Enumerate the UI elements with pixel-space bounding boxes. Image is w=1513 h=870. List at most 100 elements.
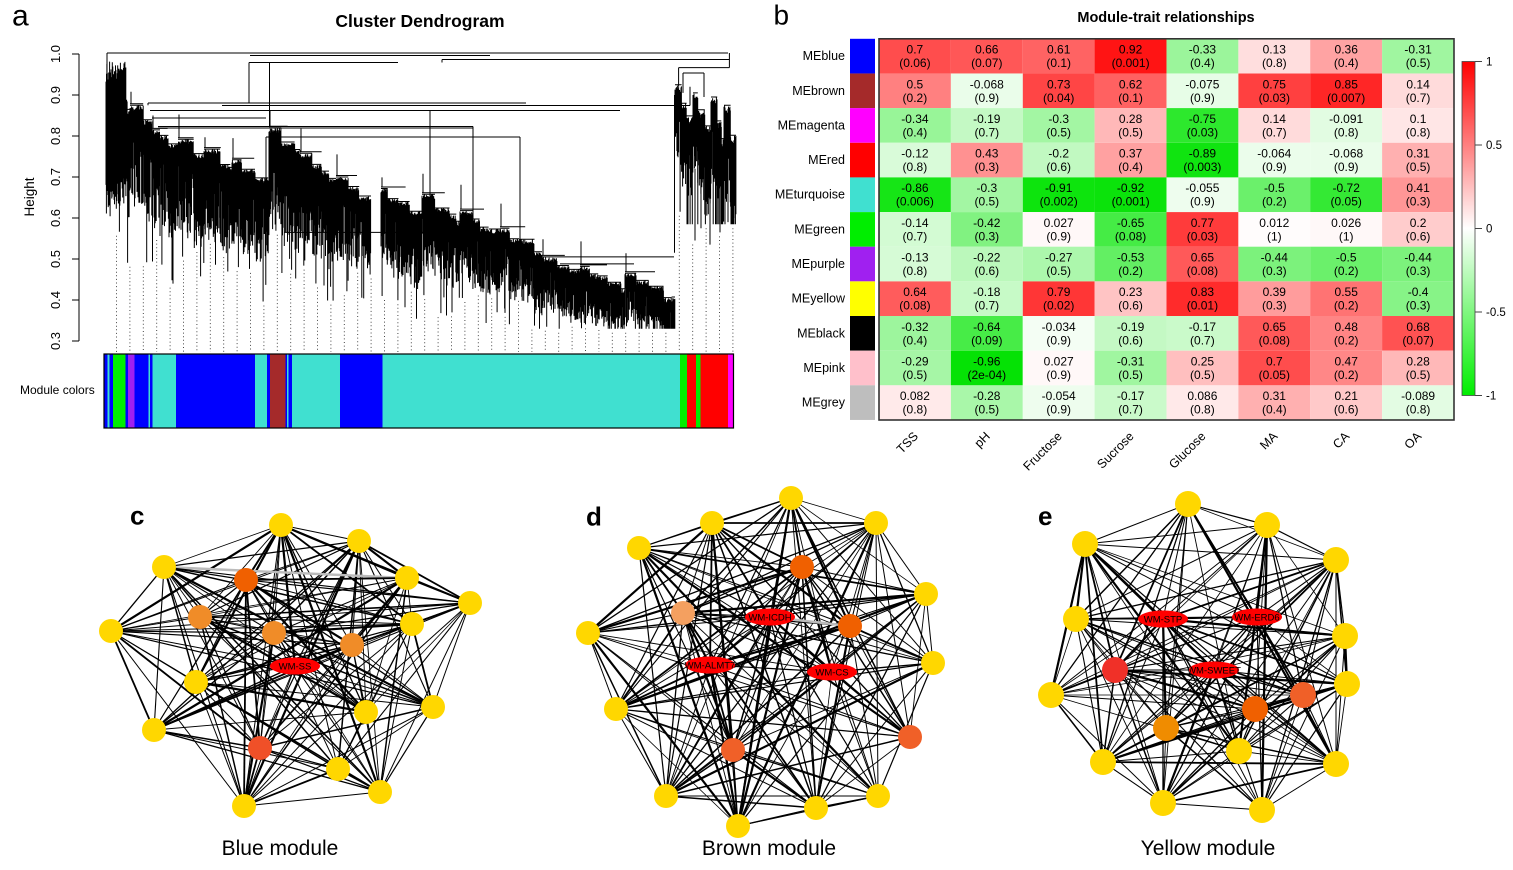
svg-text:MEpurple: MEpurple [792, 257, 846, 271]
svg-text:MEred: MEred [808, 153, 845, 167]
svg-text:(0.6): (0.6) [1406, 229, 1431, 243]
svg-text:(0.003): (0.003) [1183, 160, 1221, 174]
svg-text:(0.007): (0.007) [1327, 91, 1365, 105]
svg-text:(0.7): (0.7) [1118, 403, 1143, 417]
svg-text:-0.055: -0.055 [1185, 181, 1219, 195]
svg-text:(1): (1) [1267, 229, 1282, 243]
svg-text:0.83: 0.83 [1191, 285, 1215, 299]
svg-text:(0.04): (0.04) [1043, 91, 1074, 105]
svg-text:(0.001): (0.001) [1112, 56, 1150, 70]
svg-text:(0.3): (0.3) [1406, 299, 1431, 313]
svg-text:(0.07): (0.07) [971, 56, 1002, 70]
svg-text:(0.7): (0.7) [903, 229, 928, 243]
svg-text:0.1: 0.1 [1410, 112, 1427, 126]
svg-text:0.012: 0.012 [1259, 216, 1289, 230]
svg-text:(0.2): (0.2) [1334, 368, 1359, 382]
svg-text:(0.5): (0.5) [1406, 368, 1431, 382]
svg-text:(0.1): (0.1) [1046, 56, 1071, 70]
svg-text:(0.06): (0.06) [899, 56, 930, 70]
svg-text:d: d [586, 502, 602, 532]
svg-text:0.14: 0.14 [1263, 112, 1287, 126]
svg-text:(0.3): (0.3) [1262, 264, 1287, 278]
svg-text:MEgreen: MEgreen [794, 222, 845, 236]
svg-text:-0.65: -0.65 [1117, 216, 1145, 230]
svg-text:-0.054: -0.054 [1042, 389, 1076, 403]
svg-text:-0.13: -0.13 [901, 251, 929, 265]
svg-text:0.086: 0.086 [1187, 389, 1217, 403]
svg-text:Height: Height [22, 177, 37, 216]
svg-text:-0.75: -0.75 [1189, 112, 1217, 126]
svg-text:(0.08): (0.08) [1115, 229, 1146, 243]
svg-text:(0.6): (0.6) [1118, 299, 1143, 313]
svg-text:0.79: 0.79 [1047, 285, 1071, 299]
svg-text:(0.01): (0.01) [1187, 299, 1218, 313]
svg-text:(0.2): (0.2) [903, 91, 928, 105]
svg-text:-0.089: -0.089 [1401, 389, 1435, 403]
svg-text:-0.064: -0.064 [1257, 147, 1291, 161]
svg-text:Brown module: Brown module [702, 837, 836, 860]
svg-text:(0.08): (0.08) [1187, 264, 1218, 278]
svg-text:(0.4): (0.4) [1334, 56, 1359, 70]
svg-text:(0.4): (0.4) [903, 333, 928, 347]
svg-text:-0.31: -0.31 [1117, 355, 1145, 369]
svg-text:-0.068: -0.068 [970, 77, 1004, 91]
svg-text:Yellow module: Yellow module [1141, 837, 1276, 860]
svg-text:-0.17: -0.17 [1117, 389, 1145, 403]
svg-text:0.6: 0.6 [48, 209, 63, 227]
svg-text:0.13: 0.13 [1263, 43, 1287, 57]
svg-text:a: a [12, 0, 29, 33]
svg-text:1: 1 [1486, 57, 1492, 69]
svg-text:(0.5): (0.5) [1118, 125, 1143, 139]
svg-text:(0.6): (0.6) [1046, 160, 1071, 174]
svg-text:-0.068: -0.068 [1329, 147, 1363, 161]
svg-text:-0.5: -0.5 [1264, 181, 1285, 195]
svg-text:(0.4): (0.4) [1262, 403, 1287, 417]
svg-text:(0.4): (0.4) [903, 125, 928, 139]
svg-text:0.25: 0.25 [1191, 355, 1215, 369]
svg-text:(0.7): (0.7) [1406, 91, 1431, 105]
svg-text:(0.4): (0.4) [1190, 56, 1215, 70]
svg-text:(0.5): (0.5) [974, 195, 999, 209]
svg-text:0.027: 0.027 [1044, 355, 1074, 369]
svg-text:0.31: 0.31 [1406, 147, 1430, 161]
svg-text:0.027: 0.027 [1044, 216, 1074, 230]
svg-text:-0.89: -0.89 [1189, 147, 1217, 161]
svg-text:(0.5): (0.5) [974, 403, 999, 417]
svg-text:(0.8): (0.8) [1190, 403, 1215, 417]
svg-text:(0.03): (0.03) [1187, 229, 1218, 243]
svg-text:0.026: 0.026 [1331, 216, 1361, 230]
svg-text:(0.5): (0.5) [1190, 368, 1215, 382]
svg-text:MEturquoise: MEturquoise [775, 188, 845, 202]
svg-text:0.73: 0.73 [1047, 77, 1071, 91]
svg-text:(0.9): (0.9) [1046, 229, 1071, 243]
svg-text:0.36: 0.36 [1335, 43, 1359, 57]
svg-text:(0.05): (0.05) [1259, 368, 1290, 382]
svg-text:0.31: 0.31 [1263, 389, 1287, 403]
svg-text:1.0: 1.0 [48, 45, 63, 63]
svg-text:(0.7): (0.7) [974, 299, 999, 313]
svg-text:0.47: 0.47 [1335, 355, 1359, 369]
svg-text:0.37: 0.37 [1119, 147, 1143, 161]
svg-text:-0.96: -0.96 [973, 355, 1001, 369]
svg-text:(0.08): (0.08) [899, 299, 930, 313]
svg-text:(0.9): (0.9) [1262, 160, 1287, 174]
svg-text:(0.002): (0.002) [1040, 195, 1078, 209]
svg-text:0.8: 0.8 [48, 127, 63, 145]
svg-text:0.64: 0.64 [903, 285, 927, 299]
svg-text:(2e-04): (2e-04) [967, 368, 1006, 382]
svg-text:0.5: 0.5 [1486, 140, 1502, 152]
svg-text:(0.9): (0.9) [1190, 195, 1215, 209]
svg-text:(0.5): (0.5) [903, 368, 928, 382]
svg-text:(0.05): (0.05) [1331, 195, 1362, 209]
svg-text:(0.8): (0.8) [1334, 125, 1359, 139]
svg-text:MEblue: MEblue [803, 49, 845, 63]
svg-text:(0.3): (0.3) [1406, 264, 1431, 278]
svg-text:0.5: 0.5 [907, 77, 924, 91]
svg-text:-1: -1 [1486, 391, 1496, 403]
svg-text:(0.6): (0.6) [1334, 403, 1359, 417]
svg-text:-0.32: -0.32 [901, 320, 929, 334]
svg-text:(0.8): (0.8) [1406, 403, 1431, 417]
svg-text:-0.17: -0.17 [1189, 320, 1217, 334]
svg-text:Module colors: Module colors [20, 383, 95, 397]
svg-text:0.9: 0.9 [48, 86, 63, 104]
